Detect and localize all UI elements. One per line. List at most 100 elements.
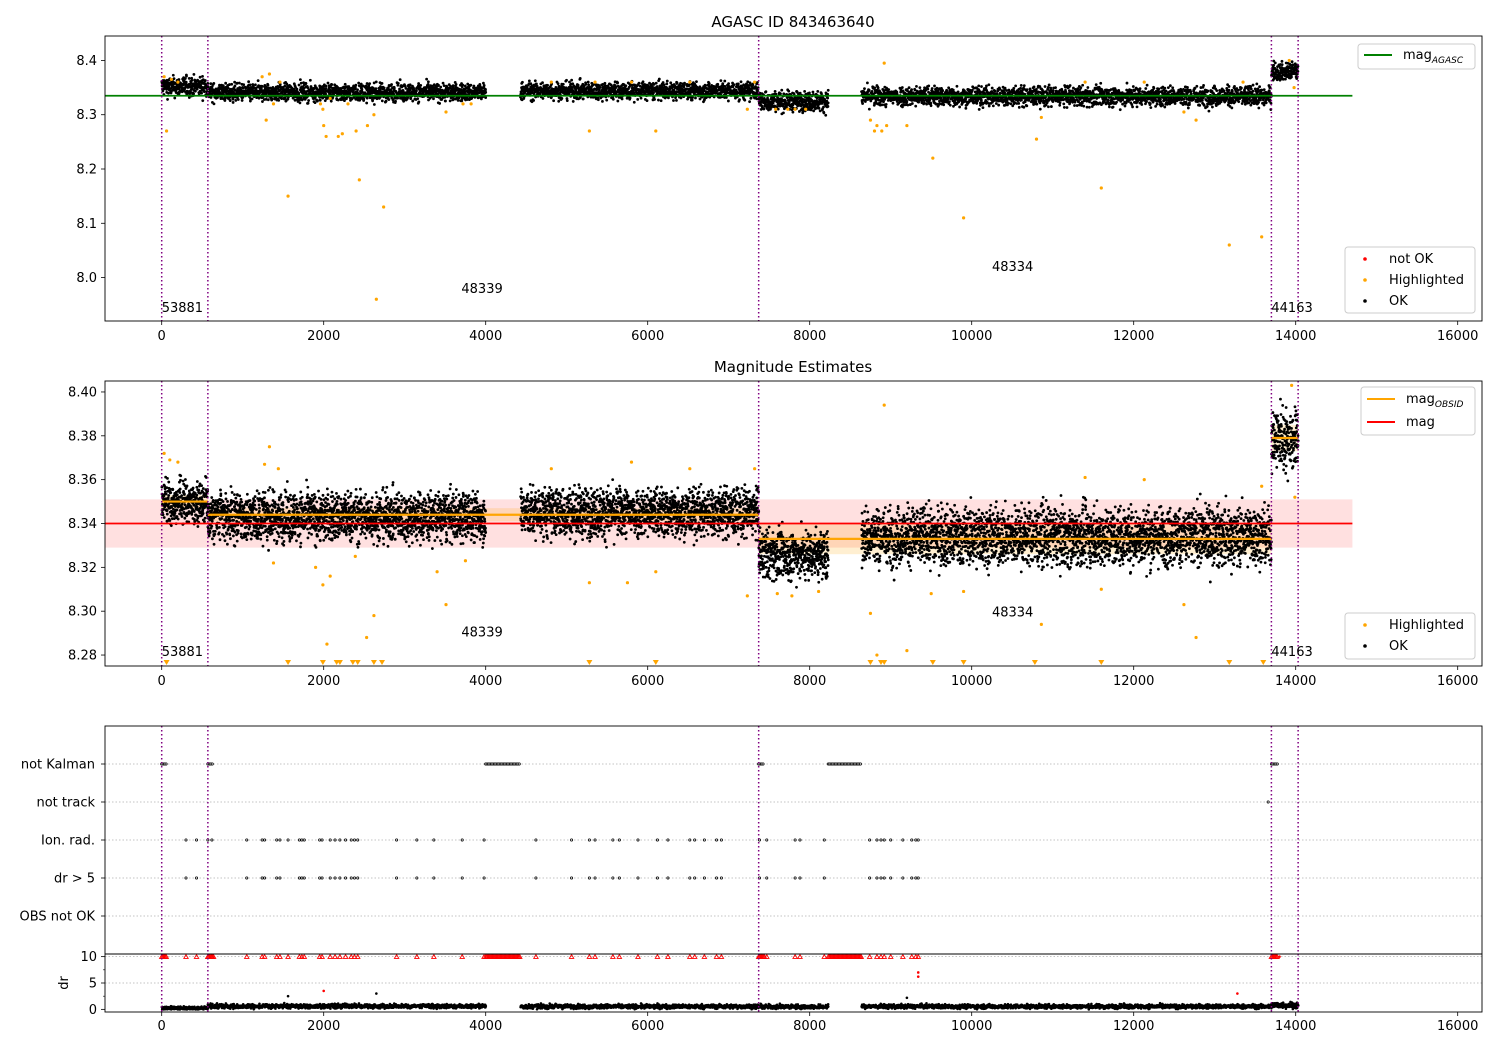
panel1-ok-point xyxy=(396,82,400,85)
panel1-ok-point xyxy=(1034,87,1038,91)
panel1-ok-point xyxy=(822,111,826,115)
panel1-ok-point xyxy=(723,79,727,83)
panel1-ok-point xyxy=(958,105,962,109)
panel1-ok-point xyxy=(1054,86,1057,90)
panel1-ok-point xyxy=(356,88,359,92)
panel1-ok-point xyxy=(326,81,330,85)
panel1-ok-point xyxy=(298,78,302,82)
panel1-ok-point xyxy=(301,92,305,95)
panel1-ok-point xyxy=(1043,85,1047,88)
panel1-ok-point xyxy=(933,84,936,88)
panel1-data xyxy=(105,36,1353,321)
panel1-ok-point xyxy=(463,84,467,88)
panel1-ok-point xyxy=(695,80,698,84)
panel1-ok-point xyxy=(380,81,384,85)
panel1-ok-point xyxy=(637,81,641,85)
panel1-ok-point xyxy=(308,78,312,82)
panel1-ok-point xyxy=(571,100,575,103)
panel1-ok-point xyxy=(535,82,538,86)
panel1-ok-point xyxy=(362,97,366,101)
panel1-ok-point xyxy=(218,83,221,87)
panel1-ok-point xyxy=(1039,99,1043,103)
panel1-ok-point xyxy=(394,99,397,103)
panel1-ok-point xyxy=(955,84,959,88)
panel1-ok-point xyxy=(360,87,364,91)
panel1-ok-point xyxy=(1099,81,1103,85)
panel1-ok-point xyxy=(1082,104,1086,108)
panel1-ok-point xyxy=(398,78,402,82)
panel1-ok-point xyxy=(302,81,305,85)
panel1-ok-point xyxy=(177,78,181,81)
panel1-ok-point xyxy=(1025,104,1029,108)
panel1-ok-point xyxy=(597,88,601,92)
panel1-ok-point xyxy=(449,84,452,88)
panel1-ok-point xyxy=(343,82,347,86)
panel1-ok-point xyxy=(578,77,582,80)
panel1-ok-point xyxy=(187,76,191,80)
panel1-ok-point xyxy=(318,98,322,102)
panel1-ok-point xyxy=(315,99,319,103)
panel1-ok-point xyxy=(454,83,458,86)
panel1-ok-point xyxy=(905,100,909,104)
panel1-ok-point xyxy=(451,84,455,88)
panel1-ok-point xyxy=(384,99,388,103)
panel1-ok-point xyxy=(611,97,615,101)
panel1-ok-point xyxy=(568,80,571,84)
panel1-ok-point xyxy=(283,96,287,100)
panel1-ok-point xyxy=(803,89,807,93)
panel1-ok-point xyxy=(1094,83,1098,87)
panel1-ok-point xyxy=(1062,106,1066,109)
panel1-ok-point xyxy=(910,88,913,92)
panel1-ok-point xyxy=(201,74,204,78)
panel1-ok-point xyxy=(1038,107,1042,111)
panel1-ok-point xyxy=(541,81,544,85)
panel1-ok-point xyxy=(192,72,196,76)
panel1-ok-point xyxy=(264,97,268,101)
panel1-ok-point xyxy=(365,101,369,105)
panel1-ok-point xyxy=(565,78,568,82)
panel1-ok-point xyxy=(415,89,418,93)
panel1-ok-point xyxy=(565,99,569,103)
panel1-ok-point xyxy=(1017,105,1021,109)
panel1-ok-point xyxy=(354,83,358,87)
panel1-ok-point xyxy=(401,89,405,93)
panel1-ok-point xyxy=(636,97,640,101)
panel1-ok-point xyxy=(900,86,904,89)
panel1-ok-point xyxy=(887,88,891,92)
panel1-ok-point xyxy=(1073,104,1076,107)
panel1-ok-point xyxy=(665,82,669,86)
panel1-ok-point xyxy=(442,84,446,88)
panel1-ok-point xyxy=(780,88,784,92)
panel1-ok-point xyxy=(527,79,531,83)
panel1-ok-point xyxy=(297,83,301,87)
panel1-ok-point xyxy=(1047,83,1051,87)
panel1-ok-point xyxy=(762,107,766,111)
panel1-ok-point xyxy=(565,97,569,100)
panel1-ok-point xyxy=(620,97,624,101)
panel1-ok-point xyxy=(216,96,219,99)
panel1-ok-point xyxy=(581,97,585,101)
panel1-ok-point xyxy=(739,80,743,84)
panel1-ok-point xyxy=(201,99,205,103)
panel1-ok-point xyxy=(417,82,421,85)
panel1-ok-point xyxy=(306,101,310,105)
panel1-ok-point xyxy=(469,83,473,87)
panel1-ok-point xyxy=(998,91,1002,95)
panel1-ok-point xyxy=(654,81,658,85)
panel1-ok-point xyxy=(584,82,588,86)
panel1-ok-point xyxy=(867,107,871,111)
panel1-ok-point xyxy=(571,82,575,86)
panel1-ok-point xyxy=(426,83,430,86)
panel1-ok-point xyxy=(390,83,393,86)
panel1-ok-point xyxy=(948,103,952,107)
panel1-ok-point xyxy=(212,82,216,85)
panel1-ok-point xyxy=(822,105,825,109)
panel1-ok-point xyxy=(1019,83,1023,87)
panel1-ok-point xyxy=(907,86,911,90)
panel1-ok-point xyxy=(657,77,661,81)
panel1-ok-point xyxy=(200,91,203,95)
panel1-ok-point xyxy=(277,98,281,102)
panel1-ok-point xyxy=(419,83,423,87)
panel1-ok-point xyxy=(210,85,214,88)
